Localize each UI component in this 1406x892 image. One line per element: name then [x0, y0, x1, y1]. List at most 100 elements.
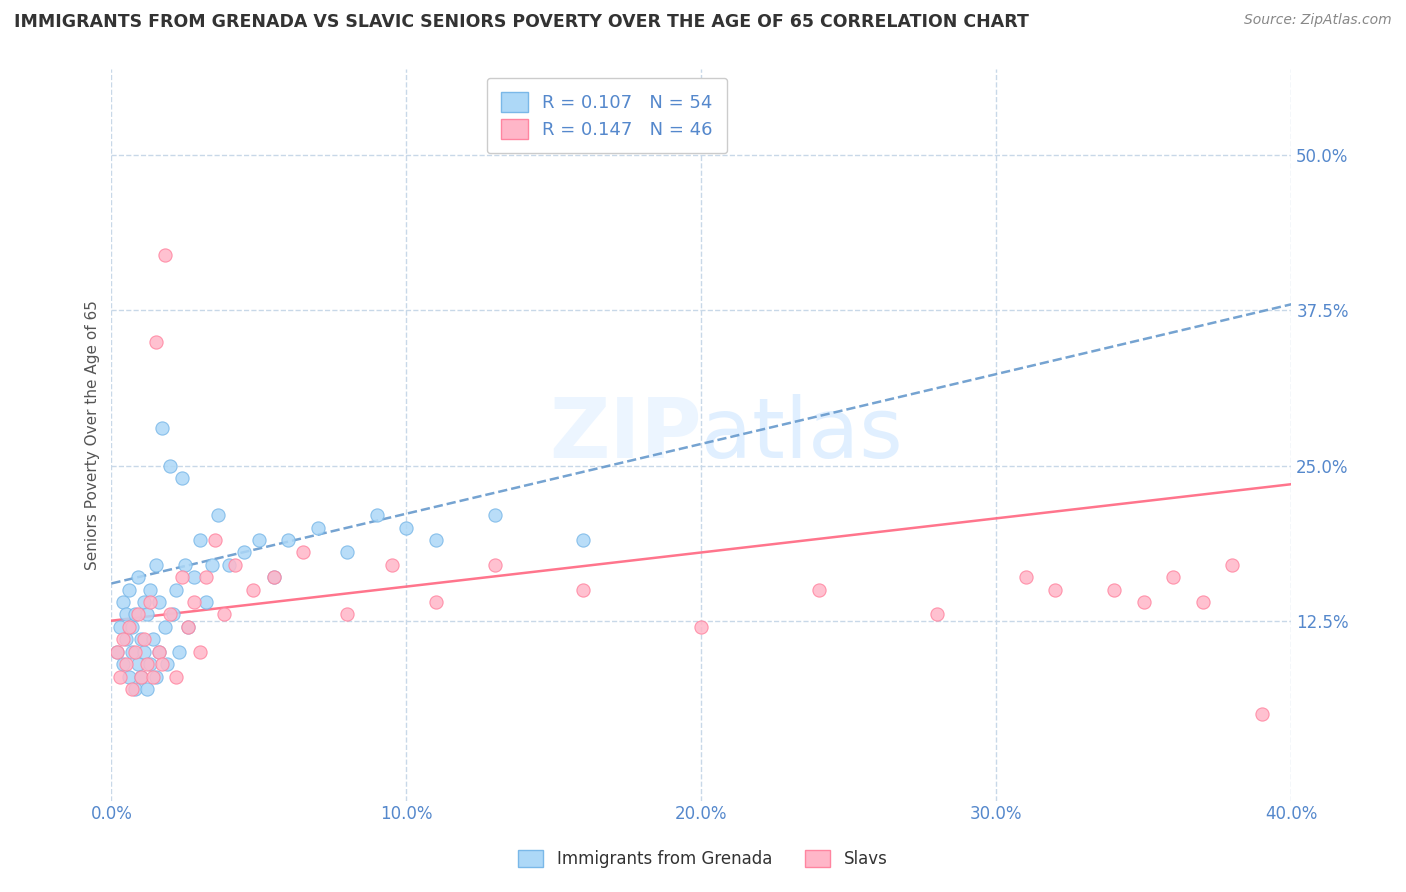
Point [1250, 706, 1272, 721]
Point [159, 458, 181, 473]
Point [121, 620, 143, 634]
Point [139, 595, 162, 609]
Text: Source: ZipAtlas.com: Source: ZipAtlas.com [1244, 13, 1392, 28]
Point [132, 645, 155, 659]
Point [124, 607, 146, 622]
Point [153, 247, 176, 261]
Point [263, 570, 285, 584]
Point [484, 508, 506, 523]
Point [145, 558, 167, 572]
Point [484, 558, 506, 572]
Point [233, 545, 256, 559]
Point [165, 669, 187, 683]
Point [162, 607, 184, 622]
Point [1104, 582, 1126, 597]
Point [121, 645, 143, 659]
Point [247, 533, 270, 547]
Point [188, 645, 211, 659]
Point [105, 645, 128, 659]
Point [336, 545, 359, 559]
Point [127, 570, 149, 584]
Point [132, 632, 155, 647]
Point [145, 334, 167, 349]
Point [118, 669, 141, 683]
Point [242, 582, 264, 597]
Point [172, 471, 194, 485]
Point [808, 582, 831, 597]
Point [118, 582, 141, 597]
Point [150, 657, 173, 672]
Point [292, 545, 315, 559]
Point [1015, 570, 1038, 584]
Point [112, 595, 135, 609]
Point [135, 657, 157, 672]
Point [194, 570, 217, 584]
Point [129, 669, 152, 683]
Point [156, 657, 179, 672]
Point [201, 558, 224, 572]
Point [1133, 595, 1156, 609]
Point [148, 645, 170, 659]
Point [145, 669, 167, 683]
Point [167, 645, 190, 659]
Point [142, 669, 165, 683]
Point [263, 570, 285, 584]
Point [118, 620, 141, 634]
Point [174, 558, 197, 572]
Point [142, 632, 165, 647]
Point [135, 681, 157, 696]
Point [572, 582, 595, 597]
Point [129, 632, 152, 647]
Point [150, 421, 173, 435]
Point [172, 570, 194, 584]
Point [159, 607, 181, 622]
Point [177, 620, 200, 634]
Point [112, 657, 135, 672]
Point [177, 620, 200, 634]
Point [1045, 582, 1067, 597]
Point [135, 607, 157, 622]
Text: ZIP: ZIP [548, 394, 702, 475]
Text: IMMIGRANTS FROM GRENADA VS SLAVIC SENIORS POVERTY OVER THE AGE OF 65 CORRELATION: IMMIGRANTS FROM GRENADA VS SLAVIC SENIOR… [14, 13, 1029, 31]
Point [572, 533, 595, 547]
Point [204, 533, 226, 547]
Point [115, 607, 138, 622]
Point [207, 508, 229, 523]
Point [425, 533, 447, 547]
Y-axis label: Seniors Poverty Over the Age of 65: Seniors Poverty Over the Age of 65 [86, 300, 100, 569]
Point [1220, 558, 1243, 572]
Point [127, 607, 149, 622]
Point [381, 558, 404, 572]
Point [110, 620, 132, 634]
Legend: R = 0.107   N = 54, R = 0.147   N = 46: R = 0.107 N = 54, R = 0.147 N = 46 [486, 78, 727, 153]
Point [124, 645, 146, 659]
Point [112, 632, 135, 647]
Point [183, 595, 205, 609]
Point [425, 595, 447, 609]
Text: atlas: atlas [702, 394, 903, 475]
Point [188, 533, 211, 547]
Point [124, 681, 146, 696]
Point [165, 582, 187, 597]
Point [121, 681, 143, 696]
Point [139, 657, 162, 672]
Point [183, 570, 205, 584]
Point [336, 607, 359, 622]
Point [129, 669, 152, 683]
Point [105, 645, 128, 659]
Point [366, 508, 388, 523]
Point [277, 533, 299, 547]
Point [115, 657, 138, 672]
Point [127, 657, 149, 672]
Point [153, 620, 176, 634]
Point [139, 582, 162, 597]
Point [148, 595, 170, 609]
Point [115, 632, 138, 647]
Point [1192, 595, 1215, 609]
Point [690, 620, 713, 634]
Point [395, 521, 418, 535]
Point [110, 669, 132, 683]
Point [132, 595, 155, 609]
Point [212, 607, 235, 622]
Point [148, 645, 170, 659]
